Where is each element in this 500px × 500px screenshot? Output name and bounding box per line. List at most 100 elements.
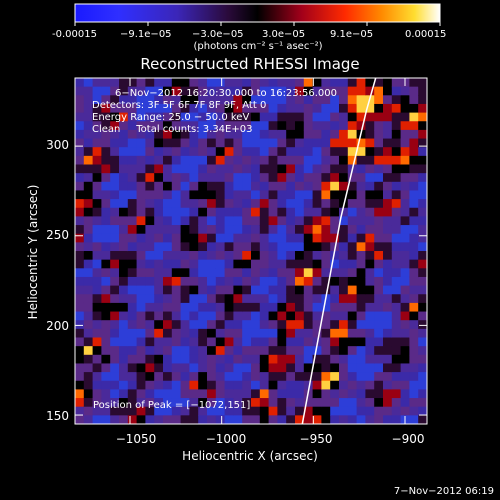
image-pixel: [119, 155, 129, 166]
image-pixel: [101, 337, 111, 347]
image-pixel: [268, 121, 278, 131]
image-pixel: [277, 155, 287, 166]
image-pixel: [409, 406, 419, 416]
image-pixel: [277, 129, 287, 140]
image-pixel: [198, 389, 208, 399]
image-pixel: [127, 389, 138, 399]
image-pixel: [198, 103, 208, 114]
image-pixel: [75, 406, 85, 416]
image-pixel: [198, 311, 208, 321]
image-pixel: [92, 129, 102, 140]
image-pixel: [198, 415, 208, 424]
image-pixel: [391, 268, 402, 278]
image-pixel: [233, 129, 243, 140]
image-pixel: [242, 233, 252, 243]
image-pixel: [312, 173, 322, 183]
image-pixel: [330, 173, 340, 183]
image-pixel: [242, 225, 252, 235]
image-pixel: [110, 199, 120, 209]
image-pixel: [207, 285, 217, 295]
image-pixel: [418, 207, 427, 217]
image-pixel: [400, 406, 410, 416]
image-pixel: [136, 181, 146, 192]
image-pixel: [92, 415, 102, 424]
image-pixel: [259, 328, 270, 339]
image-pixel: [145, 242, 155, 252]
image-pixel: [180, 86, 190, 96]
image-pixel: [233, 251, 243, 261]
image-pixel: [189, 147, 199, 157]
image-pixel: [163, 121, 173, 131]
image-pixel: [418, 199, 427, 209]
image-pixel: [365, 225, 375, 235]
image-pixel: [83, 363, 94, 373]
image-pixel: [180, 129, 190, 140]
image-pixel: [110, 95, 120, 105]
image-pixel: [83, 328, 94, 339]
image-pixel: [110, 181, 120, 192]
image-pixel: [110, 164, 120, 174]
image-pixel: [259, 155, 270, 166]
image-pixel: [233, 78, 243, 88]
image-pixel: [242, 389, 252, 399]
image-pixel: [312, 225, 322, 235]
image-pixel: [400, 155, 410, 166]
image-pixel: [119, 320, 129, 330]
image-pixel: [418, 415, 427, 424]
image-pixel: [189, 389, 199, 399]
image-pixel: [215, 363, 226, 373]
image-pixel: [75, 173, 85, 183]
image-pixel: [75, 242, 85, 252]
image-pixel: [180, 147, 190, 157]
image-pixel: [347, 328, 358, 339]
image-pixel: [356, 121, 366, 131]
image-pixel: [215, 406, 226, 416]
image-pixel: [286, 251, 296, 261]
image-pixel: [400, 251, 410, 261]
image-pixel: [383, 259, 393, 269]
image-pixel: [365, 86, 375, 96]
image-pixel: [295, 302, 305, 313]
image-pixel: [127, 112, 138, 122]
image-pixel: [198, 121, 208, 131]
image-pixel: [347, 406, 358, 416]
image-pixel: [189, 251, 199, 261]
image-pixel: [409, 225, 419, 235]
image-pixel: [189, 372, 199, 382]
image-pixel: [207, 380, 217, 390]
image-pixel: [286, 190, 296, 200]
image-pixel: [127, 294, 138, 304]
colorbar-ticks: [74, 22, 441, 26]
image-pixel: [295, 380, 305, 390]
image-pixel: [400, 380, 410, 390]
image-pixel: [409, 372, 419, 382]
image-pixel: [391, 311, 402, 321]
image-pixel: [400, 138, 410, 148]
image-pixel: [286, 207, 296, 217]
image-pixel: [391, 346, 402, 356]
image-pixel: [295, 242, 305, 252]
image-pixel: [312, 398, 322, 408]
image-pixel: [312, 112, 322, 122]
image-pixel: [251, 112, 261, 122]
image-pixel: [295, 285, 305, 295]
image-pixel: [295, 251, 305, 261]
image-pixel: [101, 285, 111, 295]
image-pixel: [374, 78, 384, 88]
image-pixel: [101, 354, 111, 365]
image-pixel: [356, 276, 366, 287]
image-pixel: [207, 363, 217, 373]
image-pixel: [233, 86, 243, 96]
image-pixel: [101, 216, 111, 226]
image-pixel: [171, 86, 182, 96]
image-pixel: [127, 138, 138, 148]
image-pixel: [75, 302, 85, 313]
image-pixel: [339, 233, 349, 243]
image-pixel: [391, 199, 402, 209]
image-pixel: [251, 242, 261, 252]
image-pixel: [251, 389, 261, 399]
image-pixel: [92, 276, 102, 287]
image-pixel: [242, 398, 252, 408]
image-pixel: [119, 242, 129, 252]
image-pixel: [92, 233, 102, 243]
